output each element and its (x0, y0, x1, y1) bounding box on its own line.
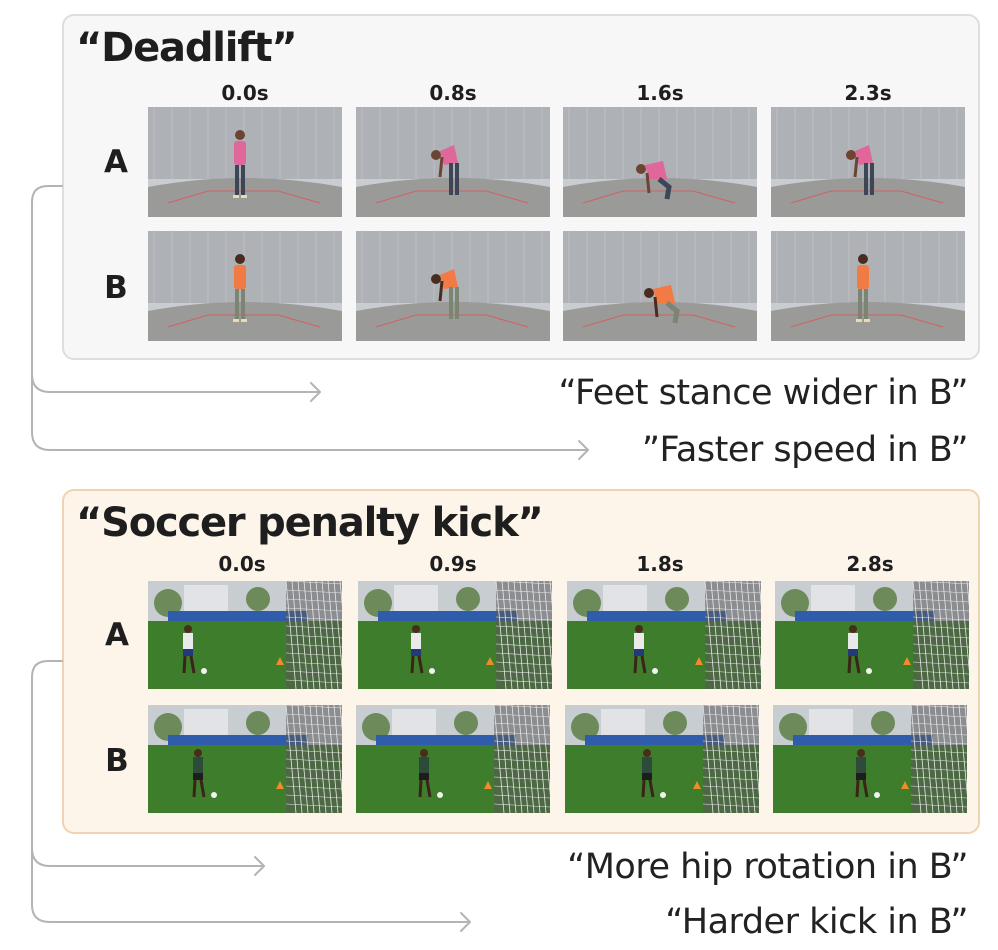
soccer-frame-b-4 (773, 705, 967, 813)
soccer-timestamp-3: 1.8s (636, 552, 684, 576)
soccer-callout-1: “More hip rotation in B” (567, 847, 968, 887)
deadlift-connector-line-2 (31, 373, 589, 451)
deadlift-arrowhead-2 (578, 440, 589, 460)
soccer-row-label-b: B (105, 743, 129, 779)
deadlift-arrowhead-1 (310, 382, 321, 402)
deadlift-frame-a-4 (771, 107, 965, 217)
deadlift-frame-b-4 (771, 231, 965, 341)
soccer-frame-a-1 (148, 581, 342, 689)
deadlift-timestamp-4: 2.3s (844, 81, 892, 105)
deadlift-timestamp-1: 0.0s (221, 81, 269, 105)
deadlift-callout-2: ”Faster speed in B” (641, 430, 969, 470)
deadlift-timestamp-2: 0.8s (429, 81, 477, 105)
deadlift-frame-b-2 (356, 231, 550, 341)
soccer-frame-a-3 (567, 581, 761, 689)
deadlift-frame-a-2 (356, 107, 550, 217)
soccer-frame-a-2 (358, 581, 552, 689)
deadlift-frame-b-3 (563, 231, 757, 341)
soccer-arrowhead-2 (460, 912, 471, 932)
deadlift-frame-a-3 (563, 107, 757, 217)
deadlift-connector-line (31, 185, 321, 393)
deadlift-row-label-b: B (104, 270, 128, 306)
soccer-timestamp-2: 0.9s (429, 552, 477, 576)
soccer-frame-b-1 (148, 705, 342, 813)
deadlift-panel: “Deadlift” 0.0s 0.8s 1.6s 2.3s A B (62, 14, 980, 360)
soccer-arrowhead-1 (254, 856, 265, 876)
soccer-frame-b-3 (565, 705, 759, 813)
soccer-timestamp-4: 2.8s (846, 552, 894, 576)
soccer-row-label-a: A (105, 617, 129, 653)
soccer-title: “Soccer penalty kick” (76, 500, 544, 546)
deadlift-timestamp-3: 1.6s (636, 81, 684, 105)
soccer-panel: “Soccer penalty kick” 0.0s 0.9s 1.8s 2.8… (62, 489, 980, 834)
soccer-connector-line (31, 660, 265, 867)
deadlift-frame-b-1 (148, 231, 342, 341)
deadlift-row-label-a: A (104, 144, 128, 180)
soccer-timestamp-1: 0.0s (218, 552, 266, 576)
deadlift-title: “Deadlift” (76, 25, 298, 71)
deadlift-callout-1: “Feet stance wider in B” (558, 373, 968, 413)
soccer-callout-2: “Harder kick in B” (665, 902, 968, 942)
soccer-connector-line-2 (31, 847, 471, 923)
soccer-frame-b-2 (356, 705, 550, 813)
soccer-frame-a-4 (775, 581, 969, 689)
deadlift-frame-a-1 (148, 107, 342, 217)
